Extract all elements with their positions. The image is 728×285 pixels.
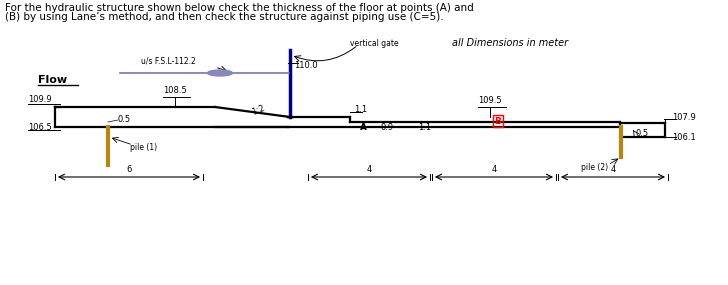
Text: u/s F.S.L-112.2: u/s F.S.L-112.2 bbox=[141, 56, 195, 65]
Text: 106.1: 106.1 bbox=[672, 133, 696, 141]
Text: 110.0: 110.0 bbox=[294, 60, 317, 70]
Text: Flow: Flow bbox=[38, 75, 67, 85]
Text: 108.5: 108.5 bbox=[163, 86, 187, 95]
Text: 109.5: 109.5 bbox=[478, 96, 502, 105]
Text: B: B bbox=[494, 117, 502, 125]
Text: 0.9: 0.9 bbox=[381, 123, 394, 131]
Text: 109.9: 109.9 bbox=[28, 95, 52, 105]
Text: A: A bbox=[360, 123, 366, 131]
Text: pile (1): pile (1) bbox=[130, 142, 157, 152]
Text: 0.5: 0.5 bbox=[635, 129, 648, 137]
Text: 4: 4 bbox=[366, 165, 371, 174]
Text: 1.1: 1.1 bbox=[419, 123, 432, 131]
Text: 107.9: 107.9 bbox=[672, 113, 696, 121]
Text: 6: 6 bbox=[127, 165, 132, 174]
Text: For the hydraulic structure shown below check the thickness of the floor at poin: For the hydraulic structure shown below … bbox=[5, 3, 474, 13]
Text: 4: 4 bbox=[491, 165, 496, 174]
Text: 1.1: 1.1 bbox=[354, 105, 367, 115]
Text: vertical gate: vertical gate bbox=[350, 38, 399, 48]
Text: 106.5: 106.5 bbox=[28, 123, 52, 131]
Text: all Dimensions in meter: all Dimensions in meter bbox=[452, 38, 568, 48]
Ellipse shape bbox=[207, 70, 232, 76]
Text: 1:2: 1:2 bbox=[250, 103, 266, 117]
Text: 4: 4 bbox=[610, 165, 616, 174]
Text: pile (2): pile (2) bbox=[582, 162, 609, 172]
Text: (B) by using Lane’s method, and then check the structure against piping use (C=5: (B) by using Lane’s method, and then che… bbox=[5, 12, 443, 22]
Text: 0.5: 0.5 bbox=[118, 115, 131, 125]
